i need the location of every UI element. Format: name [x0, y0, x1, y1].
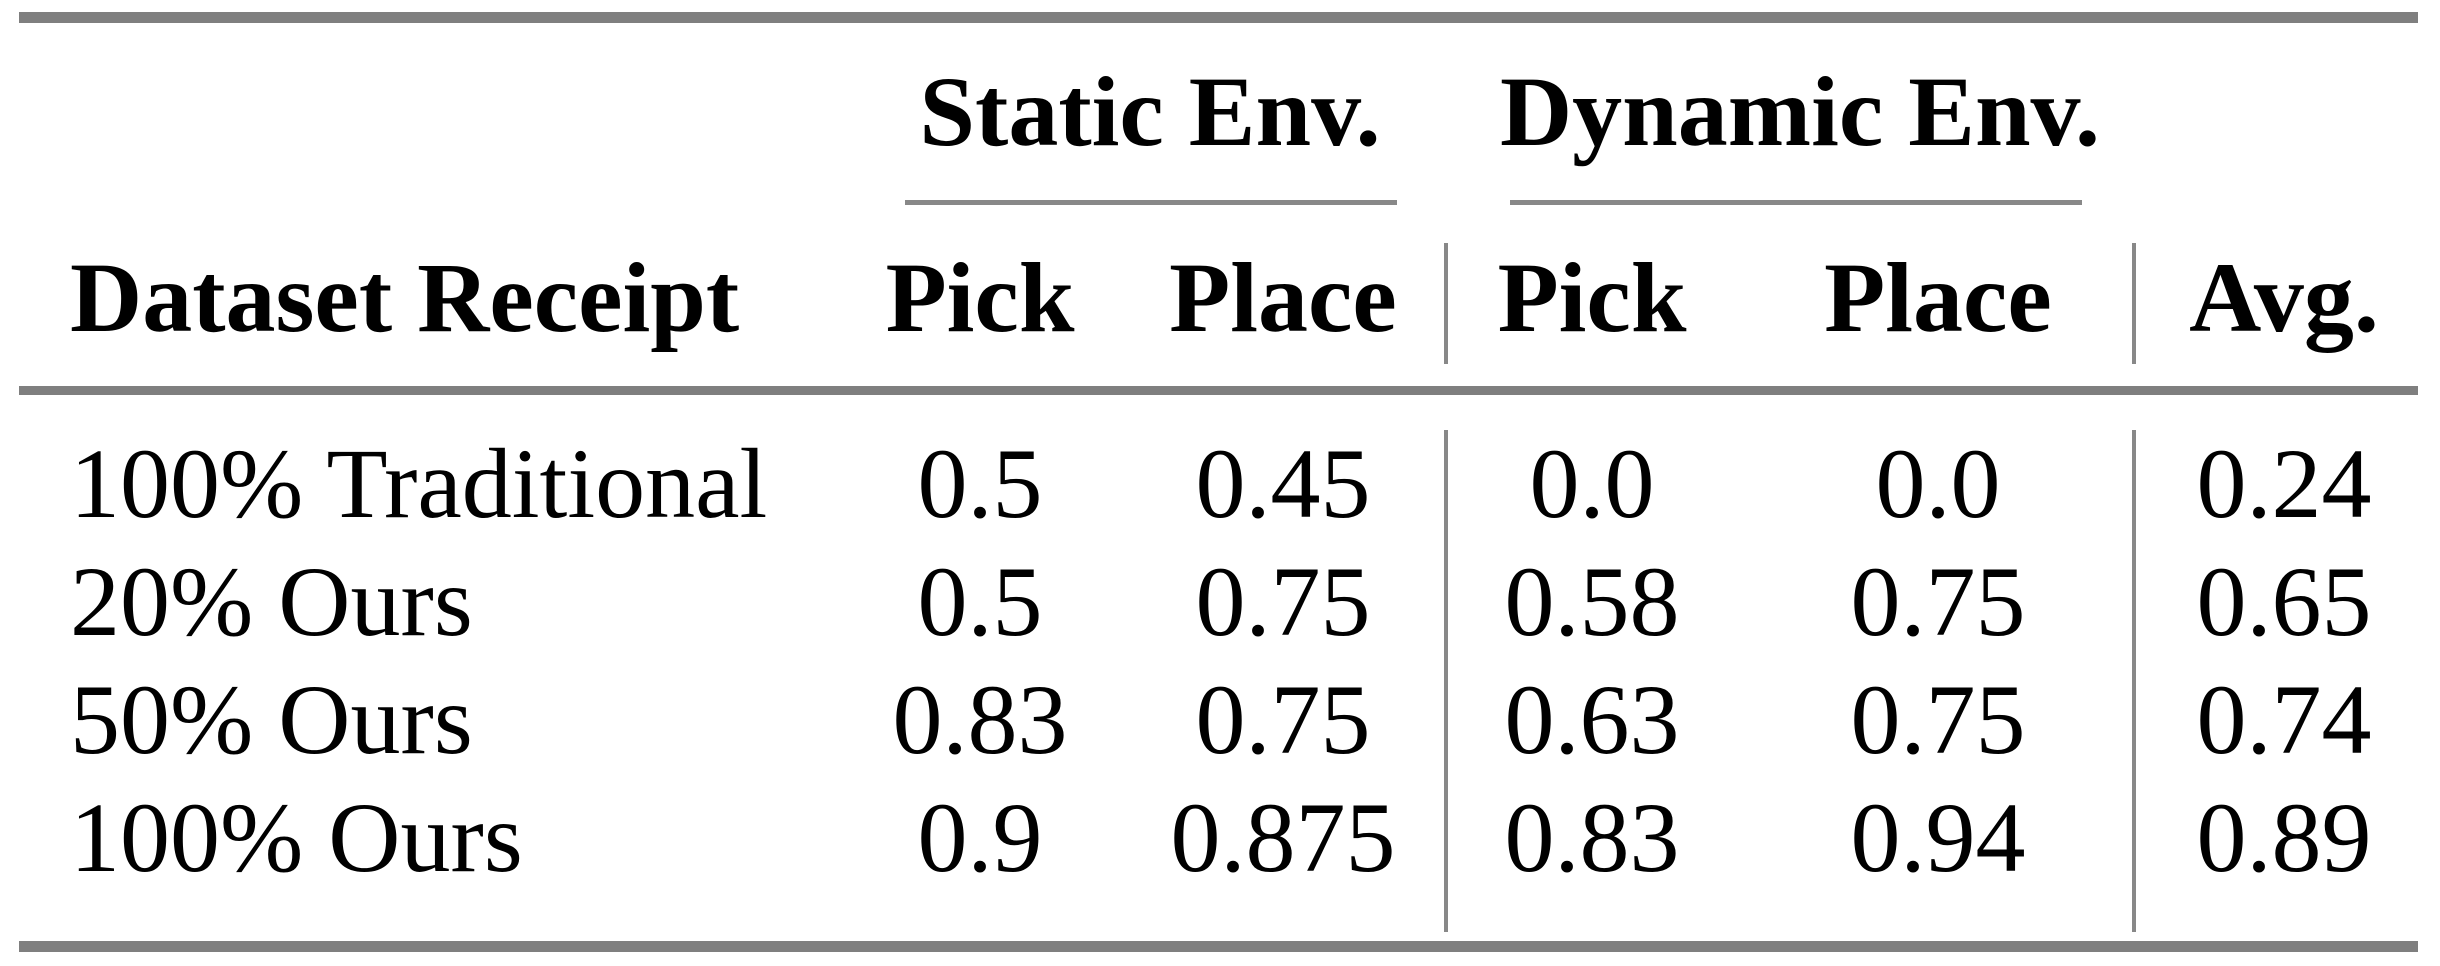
- cell-r1-static-place: 0.75: [1195, 546, 1371, 657]
- body-vertical-separator-1: [1444, 430, 1448, 932]
- row-0-label: 100% Traditional: [70, 428, 768, 539]
- cell-r2-dynamic-pick: 0.63: [1504, 664, 1680, 775]
- mid-rule: [19, 386, 2418, 395]
- col-header-dataset-receipt: Dataset Receipt: [70, 242, 740, 353]
- row-3-label: 100% Ours: [70, 782, 523, 893]
- group-header-static-env: Static Env.: [919, 56, 1381, 167]
- col-header-dynamic-pick: Pick: [1497, 242, 1687, 353]
- col-header-dynamic-place: Place: [1824, 242, 2052, 353]
- dynamic-env-underline: [1510, 200, 2082, 205]
- cell-r1-static-pick: 0.5: [917, 546, 1043, 657]
- col-header-static-place: Place: [1169, 242, 1397, 353]
- row-1-label: 20% Ours: [70, 546, 473, 657]
- cell-r1-dynamic-pick: 0.58: [1504, 546, 1680, 657]
- cell-r2-static-pick: 0.83: [892, 664, 1068, 775]
- cell-r3-avg: 0.89: [2196, 782, 2372, 893]
- group-header-dynamic-env: Dynamic Env.: [1499, 56, 2101, 167]
- static-env-underline: [905, 200, 1397, 205]
- cell-r1-avg: 0.65: [2196, 546, 2372, 657]
- cell-r2-static-place: 0.75: [1195, 664, 1371, 775]
- body-vertical-separator-2: [2132, 430, 2136, 932]
- cell-r2-avg: 0.74: [2196, 664, 2372, 775]
- cell-r0-static-pick: 0.5: [917, 428, 1043, 539]
- cell-r3-static-pick: 0.9: [917, 782, 1043, 893]
- col-header-avg: Avg.: [2189, 242, 2379, 353]
- cell-r3-dynamic-place: 0.94: [1850, 782, 2026, 893]
- cell-r0-dynamic-place: 0.0: [1875, 428, 2001, 539]
- cell-r1-dynamic-place: 0.75: [1850, 546, 2026, 657]
- header-vertical-separator-2: [2132, 243, 2136, 364]
- col-header-static-pick: Pick: [885, 242, 1075, 353]
- cell-r0-avg: 0.24: [2196, 428, 2372, 539]
- header-vertical-separator-1: [1444, 243, 1448, 364]
- cell-r0-static-place: 0.45: [1195, 428, 1371, 539]
- cell-r3-static-place: 0.875: [1170, 782, 1396, 893]
- top-rule: [19, 12, 2418, 23]
- cell-r3-dynamic-pick: 0.83: [1504, 782, 1680, 893]
- cell-r0-dynamic-pick: 0.0: [1529, 428, 1655, 539]
- row-2-label: 50% Ours: [70, 664, 473, 775]
- bottom-rule: [19, 941, 2418, 952]
- cell-r2-dynamic-place: 0.75: [1850, 664, 2026, 775]
